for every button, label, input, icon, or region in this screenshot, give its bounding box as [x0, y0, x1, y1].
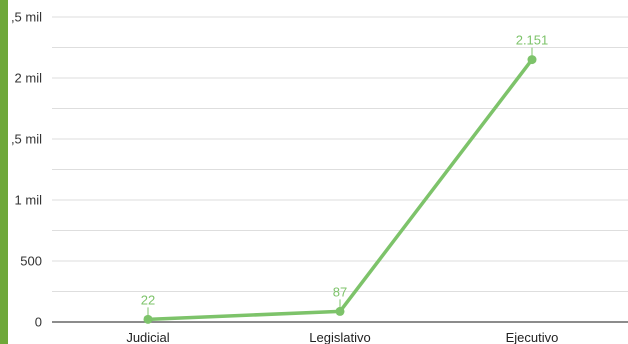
x-tick-label: Judicial	[126, 330, 169, 344]
y-axis-ticks: 0 500 1 mil ,5 mil 2 mil ,5 mil	[11, 10, 42, 330]
data-point[interactable]	[527, 55, 537, 65]
data-label: 87	[333, 284, 347, 299]
x-tick-label: Ejecutivo	[506, 330, 559, 344]
y-tick-label: 0	[35, 315, 42, 330]
series	[143, 55, 537, 324]
data-label: 2.151	[516, 33, 549, 48]
data-point[interactable]	[335, 306, 345, 316]
y-tick-label: ,5 mil	[11, 10, 42, 25]
x-tick-label: Legislativo	[309, 330, 370, 344]
y-tick-label: 1 mil	[15, 193, 43, 208]
y-tick-label: 500	[20, 254, 42, 269]
data-label: 22	[141, 292, 155, 307]
x-axis-ticks: Judicial Legislativo Ejecutivo	[126, 330, 558, 344]
y-tick-label: ,5 mil	[11, 132, 42, 147]
accent-bar	[0, 0, 8, 344]
series-line	[146, 57, 534, 322]
data-point[interactable]	[143, 314, 153, 324]
y-tick-label: 2 mil	[15, 71, 43, 86]
data-labels: 22 87 2.151	[141, 33, 549, 316]
gridlines	[52, 16, 628, 292]
